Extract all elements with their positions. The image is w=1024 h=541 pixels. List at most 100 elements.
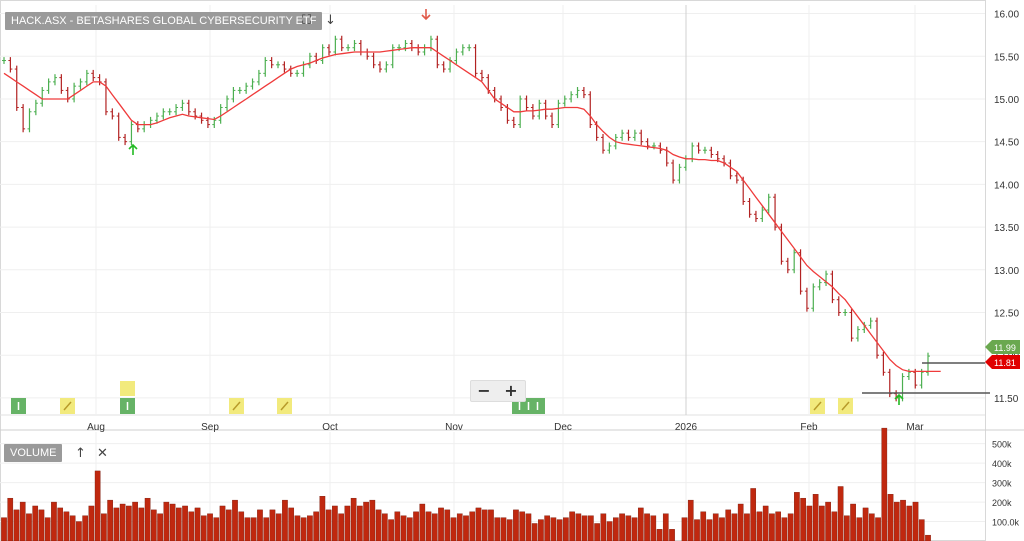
volume-bar xyxy=(469,511,476,541)
volume-bar xyxy=(681,517,688,541)
arrow-up-icon[interactable]: ↑ xyxy=(75,446,86,461)
volume-bar xyxy=(662,513,669,541)
volume-bar xyxy=(500,517,507,541)
volume-bar xyxy=(138,507,145,541)
event-marker-note xyxy=(229,398,244,414)
x-tick-label: 2026 xyxy=(675,422,698,433)
moving-average-line xyxy=(3,47,941,373)
x-tick-label: Nov xyxy=(445,422,463,433)
volume-bar xyxy=(694,519,700,541)
volume-bar xyxy=(44,517,51,541)
volume-bar xyxy=(563,517,569,541)
volume-bar xyxy=(875,517,881,541)
current-price-tag xyxy=(985,355,1020,369)
volume-bar xyxy=(182,505,188,541)
volume-bar xyxy=(32,505,39,541)
volume-bar xyxy=(94,470,101,541)
volume-bar xyxy=(119,503,126,541)
y-tick-label: 12.50 xyxy=(994,309,1019,320)
volume-bar xyxy=(606,521,613,541)
close-icon[interactable]: ✕ xyxy=(97,446,108,461)
y-tick-label: 15.00 xyxy=(994,95,1019,106)
volume-bar xyxy=(69,515,76,541)
volume-bar xyxy=(213,517,220,541)
x-tick-label: Feb xyxy=(800,422,818,433)
volume-bar xyxy=(750,488,757,541)
chart-frame xyxy=(0,0,986,541)
volume-bar xyxy=(300,517,307,541)
volume-tick-label: 500k xyxy=(992,440,1012,450)
volume-bar xyxy=(881,427,888,541)
volume-bar xyxy=(456,513,463,541)
volume-bar xyxy=(762,505,769,541)
volume-bar xyxy=(619,513,625,541)
volume-bar xyxy=(126,505,132,541)
volume-bar xyxy=(350,497,357,541)
volume-bar xyxy=(912,501,919,541)
volume-bar xyxy=(706,519,713,541)
volume-bar xyxy=(806,505,813,541)
volume-bar xyxy=(225,509,232,541)
volume-bar xyxy=(513,509,519,541)
volume-bar xyxy=(244,517,251,541)
volume-bar xyxy=(625,515,632,541)
volume-bar xyxy=(831,511,838,541)
volume-bar xyxy=(388,519,394,541)
volume-bar xyxy=(394,511,401,541)
volume-bar xyxy=(893,501,900,541)
volume-bar xyxy=(794,492,800,541)
volume-bar xyxy=(556,519,563,541)
volume-bar xyxy=(406,517,413,541)
volume-bar xyxy=(631,517,638,541)
volume-bar xyxy=(775,511,781,541)
volume-bar xyxy=(519,511,526,541)
volume-bar xyxy=(856,517,863,541)
volume-bar xyxy=(194,507,201,541)
volume-bar xyxy=(163,501,170,541)
volume-bar xyxy=(756,511,763,541)
volume-bar xyxy=(82,515,88,541)
volume-bar xyxy=(769,513,775,541)
volume-bar xyxy=(887,494,894,541)
volume-bar xyxy=(719,517,725,541)
zoom-out-button[interactable]: − xyxy=(477,381,491,400)
volume-bar xyxy=(669,529,675,541)
volume-bar xyxy=(444,509,451,541)
y-tick-label: 15.50 xyxy=(994,52,1019,63)
volume-bar xyxy=(369,499,376,541)
volume-bar xyxy=(400,515,407,541)
volume-bar xyxy=(744,513,750,541)
zoom-controls: − + xyxy=(470,380,526,402)
volume-bar xyxy=(481,509,488,541)
volume-bar xyxy=(357,505,363,541)
volume-bar xyxy=(644,513,650,541)
arrow-down-icon[interactable]: ↓ xyxy=(325,13,336,28)
expand-icon[interactable]: ⛶ xyxy=(302,13,312,28)
y-tick-label: 14.00 xyxy=(994,180,1019,191)
volume-bar xyxy=(687,499,694,541)
volume-bar xyxy=(588,515,594,541)
volume-bar xyxy=(325,509,332,541)
volume-bar xyxy=(294,515,301,541)
volume-bar xyxy=(413,511,419,541)
y-tick-label: 11.50 xyxy=(994,394,1019,405)
y-tick-label: 14.50 xyxy=(994,138,1019,149)
volume-bar xyxy=(275,513,282,541)
volume-label: VOLUME xyxy=(4,444,63,462)
volume-bar xyxy=(525,513,532,541)
volume-bar xyxy=(613,517,619,541)
zoom-in-button[interactable]: + xyxy=(504,381,518,400)
volume-bar xyxy=(850,503,856,541)
last-price-label: 11.99 xyxy=(994,343,1016,353)
event-marker-note xyxy=(838,398,853,414)
event-marker-note xyxy=(277,398,292,414)
volume-bar xyxy=(906,505,913,541)
volume-bar xyxy=(257,509,263,541)
x-tick-label: Dec xyxy=(554,422,572,433)
volume-bar xyxy=(538,519,544,541)
volume-bar xyxy=(144,497,151,541)
volume-bar xyxy=(200,515,207,541)
y-tick-label: 13.50 xyxy=(994,223,1019,234)
x-tick-label: Mar xyxy=(906,422,924,433)
